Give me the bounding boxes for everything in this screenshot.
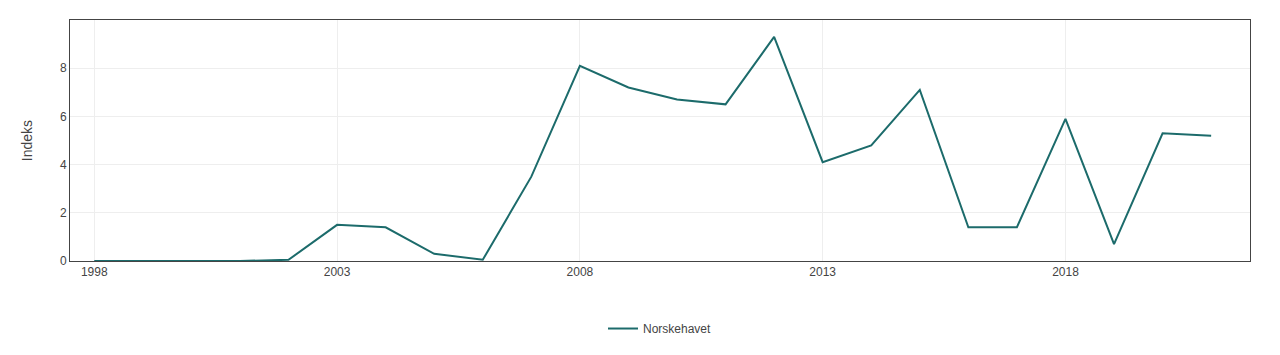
svg-text:2013: 2013 — [809, 265, 836, 279]
svg-text:2008: 2008 — [567, 265, 594, 279]
svg-text:2003: 2003 — [324, 265, 351, 279]
svg-text:4: 4 — [60, 158, 67, 172]
svg-text:1998: 1998 — [81, 265, 108, 279]
svg-text:Indeks: Indeks — [19, 120, 35, 161]
svg-text:0: 0 — [60, 254, 67, 268]
svg-text:6: 6 — [60, 110, 67, 124]
svg-text:Norskehavet: Norskehavet — [643, 322, 711, 336]
svg-text:2: 2 — [60, 206, 67, 220]
svg-text:8: 8 — [60, 61, 67, 75]
svg-text:2018: 2018 — [1052, 265, 1079, 279]
